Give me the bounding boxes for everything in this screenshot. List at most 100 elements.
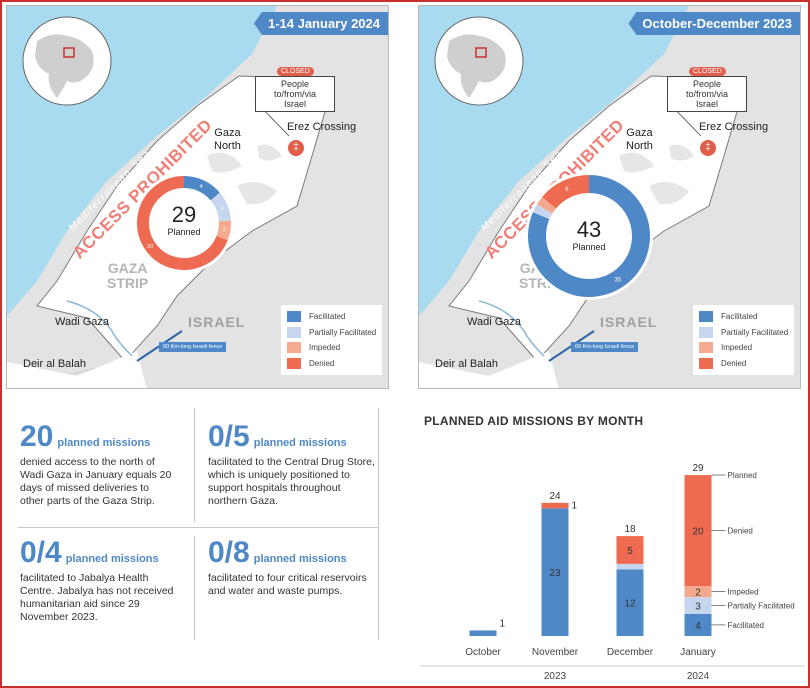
legend-item: Facilitated xyxy=(699,309,788,325)
stat-unit: planned missions xyxy=(253,437,347,449)
people-box: People to/from/via Israel xyxy=(255,76,335,112)
stat-unit: planned missions xyxy=(253,553,347,565)
year-label-2023: 2023 xyxy=(544,671,567,682)
stat-line: facilitated to the Central Drug Store, xyxy=(208,456,375,468)
legend-swatch xyxy=(699,357,713,369)
people-box: People to/from/via Israel xyxy=(667,76,747,112)
legend-label: Partially Facilitated xyxy=(309,327,377,337)
stat-description: facilitated to Jabalya Health Centre. Ja… xyxy=(20,572,190,624)
gaza-north-label: Gaza North xyxy=(214,127,241,153)
map-panel-oct-dec: October-December 2023 CLOSED People to/f… xyxy=(418,5,801,389)
stat-description: facilitated to the Central Drug Store, w… xyxy=(208,456,378,508)
chart-title: PLANNED AID MISSIONS BY MONTH xyxy=(424,414,644,428)
donut-center-oct-dec: 43 Planned xyxy=(559,217,619,253)
bar-segment-label: 3 xyxy=(695,601,701,612)
annotation-label: Planned xyxy=(728,471,757,480)
stat-head: 0/8 planned missions xyxy=(208,536,383,570)
stat-line: and water and waste pumps. xyxy=(208,585,343,597)
donut-slice-label: 6 xyxy=(565,187,569,193)
stat-line: days of missed deliveries to xyxy=(20,482,149,494)
legend-item: Facilitated xyxy=(287,309,376,325)
legend-swatch xyxy=(699,342,713,354)
stat-head: 0/5 planned missions xyxy=(208,420,378,454)
stat-reservoirs: 0/8 planned missions facilitated to four … xyxy=(208,536,383,598)
gaza-strip-label: GAZA STRIP xyxy=(107,261,148,291)
stat-divider-vertical-right xyxy=(378,408,379,640)
donut-slice-label: 4 xyxy=(200,184,203,190)
stat-line: Centre. Jabalya has not received xyxy=(20,585,174,597)
bar-segment-label: 2 xyxy=(695,588,701,599)
donut-slice-impeded xyxy=(536,196,557,214)
legend-item: Impeded xyxy=(699,340,788,356)
annotation-label: Facilitated xyxy=(728,621,764,630)
x-tick-label: December xyxy=(607,647,654,658)
deir-al-balah-label: Deir al Balah xyxy=(23,358,86,370)
annotation-label: Impeded xyxy=(728,588,759,597)
stat-unit: planned missions xyxy=(65,553,159,565)
wadi-gaza-label: Wadi Gaza xyxy=(467,316,522,328)
period-badge-oct-dec: October-December 2023 xyxy=(628,12,800,35)
legend-swatch xyxy=(287,357,301,369)
legend-item: Partially Facilitated xyxy=(699,325,788,341)
gaza-north-label: Gaza North xyxy=(626,127,653,153)
donut-total: 43 xyxy=(576,217,602,242)
people-box-line1: People to/from/via xyxy=(685,79,728,99)
people-box-line2: Israel xyxy=(283,99,306,109)
wadi-gaza-river xyxy=(66,300,133,357)
stat-head: 0/4 planned missions xyxy=(20,536,190,570)
donut-slice-label: 3 xyxy=(221,206,224,212)
closed-tag: CLOSED xyxy=(277,67,314,76)
wadi-gaza-label: Wadi Gaza xyxy=(55,316,110,328)
stat-divider-vertical xyxy=(194,408,195,522)
legend-label: Facilitated xyxy=(721,312,758,322)
bar-segment-label: 4 xyxy=(695,621,701,632)
israel-label: ISRAEL xyxy=(600,314,658,330)
gaza-north-line2: North xyxy=(214,140,241,152)
bar-segment-facilitated xyxy=(541,508,569,636)
stat-unit: planned missions xyxy=(57,437,151,449)
legend-item: Partially Facilitated xyxy=(287,325,376,341)
stat-line: other parts of the Gaza Strip. xyxy=(20,495,155,507)
fence-label: 60 Km-long Israeli fence xyxy=(159,342,227,352)
stat-line: northern Gaza. xyxy=(208,495,279,507)
stacked-bar-chart: 1October23124November12518December432202… xyxy=(420,463,805,682)
stat-number: 0/5 xyxy=(208,420,250,453)
donut-chart-oct-dec: 35 6 xyxy=(525,172,653,300)
legend-label: Partially Facilitated xyxy=(721,327,789,337)
legend-january: Facilitated Partially Facilitated Impede… xyxy=(281,305,383,375)
globe-land xyxy=(35,34,94,98)
stat-line: facilitated to Jabalya Health xyxy=(20,572,149,584)
urban-areas xyxy=(619,144,694,205)
legend-item: Denied xyxy=(699,356,788,372)
bar-segment-label: 1 xyxy=(572,501,578,512)
stat-line: humanitarian aid since 29 xyxy=(20,598,140,610)
bar-total-label: 29 xyxy=(692,463,704,474)
donut-center-january: 29 Planned xyxy=(154,203,214,238)
legend-swatch xyxy=(287,311,301,323)
stat-line: denied access to the north of xyxy=(20,456,155,468)
deir-al-balah-label: Deir al Balah xyxy=(435,358,498,370)
period-badge-january: 1-14 January 2024 xyxy=(253,12,388,35)
gaza-north-line1: Gaza xyxy=(626,127,653,139)
stat-line: November 2023. xyxy=(20,611,98,623)
globe-locator-box xyxy=(63,47,75,58)
donut-slice-partially-facilitated xyxy=(532,204,553,220)
donut-total-label: Planned xyxy=(167,227,201,237)
donut-slice-denied xyxy=(137,176,228,270)
map-panel-january: 1-14 January 2024 CLOSED People to/from/… xyxy=(6,5,389,389)
legend-swatch xyxy=(287,326,301,338)
legend-item: Denied xyxy=(287,356,376,372)
stat-line: support hospitals throughout xyxy=(208,482,341,494)
x-tick-label: January xyxy=(680,647,716,658)
annotation-label: Denied xyxy=(728,527,753,536)
stat-drug-store: 0/5 planned missions facilitated to the C… xyxy=(208,420,378,508)
donut-slice-facilitated xyxy=(528,175,650,297)
gaza-strip-line2: STRIP xyxy=(107,275,149,291)
stat-head: 20 planned missions xyxy=(20,420,190,454)
bar-segment-label: 1 xyxy=(500,618,506,629)
bar-segment-impeded xyxy=(684,586,712,598)
deir-area xyxy=(419,351,559,388)
gaza-strip-line1: GAZA xyxy=(107,260,148,276)
closed-tag: CLOSED xyxy=(689,67,726,76)
